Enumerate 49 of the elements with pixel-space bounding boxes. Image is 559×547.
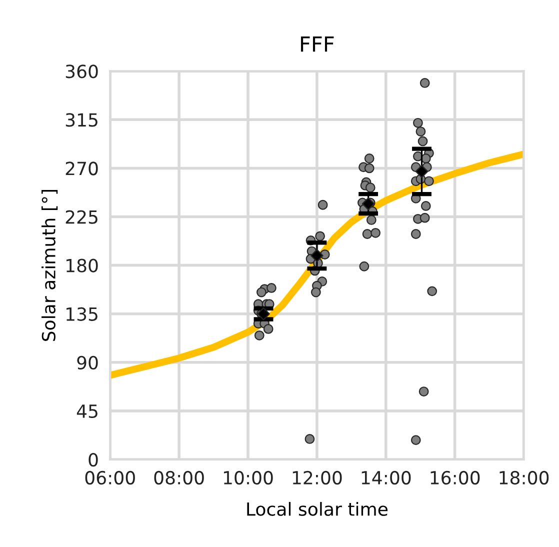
point xyxy=(416,126,426,136)
y-tick-label: 225 xyxy=(66,210,98,224)
x-tick-label: 18:00 xyxy=(500,470,549,485)
x-tick-label: 08:00 xyxy=(154,470,204,485)
y-tick-label: 45 xyxy=(76,404,98,418)
x-tick-label: 10:00 xyxy=(224,470,273,485)
x-tick-label: 14:00 xyxy=(362,470,411,485)
y-tick-label: 180 xyxy=(66,258,98,272)
point xyxy=(427,286,438,296)
point xyxy=(365,182,376,193)
y-axis-title: Solar azimuth [°] xyxy=(42,190,58,341)
x-tick-label: 06:00 xyxy=(85,470,135,485)
point xyxy=(310,249,324,262)
point xyxy=(364,154,374,164)
point xyxy=(420,201,431,211)
y-tick-label: 90 xyxy=(77,356,98,370)
point xyxy=(304,434,315,444)
x-tick-label: 16:00 xyxy=(430,470,480,485)
point xyxy=(318,200,328,210)
chart-title: FFF xyxy=(301,36,334,52)
point xyxy=(362,229,372,239)
y-tick-label: 135 xyxy=(66,307,98,321)
x-tick-label: 12:00 xyxy=(292,470,342,485)
point xyxy=(366,215,376,225)
point xyxy=(256,287,266,298)
y-tick-label: 360 xyxy=(66,64,98,78)
point xyxy=(263,324,274,334)
y-tick-label: 0 xyxy=(88,452,98,467)
point xyxy=(254,330,264,340)
point xyxy=(415,164,428,178)
point xyxy=(424,176,434,186)
point xyxy=(370,228,380,238)
point xyxy=(420,78,430,88)
y-tick-label: 270 xyxy=(66,162,98,176)
point xyxy=(418,136,428,146)
x-axis-title: Local solar time xyxy=(247,502,388,516)
point xyxy=(413,118,423,128)
point xyxy=(359,261,370,272)
point xyxy=(310,287,321,298)
point xyxy=(410,229,421,239)
point xyxy=(266,283,276,293)
point xyxy=(362,197,375,210)
point xyxy=(418,386,429,396)
point xyxy=(364,163,374,174)
y-tick-label: 315 xyxy=(66,113,98,127)
point xyxy=(257,307,270,320)
point xyxy=(420,212,430,223)
point xyxy=(315,231,326,242)
point xyxy=(410,435,421,446)
